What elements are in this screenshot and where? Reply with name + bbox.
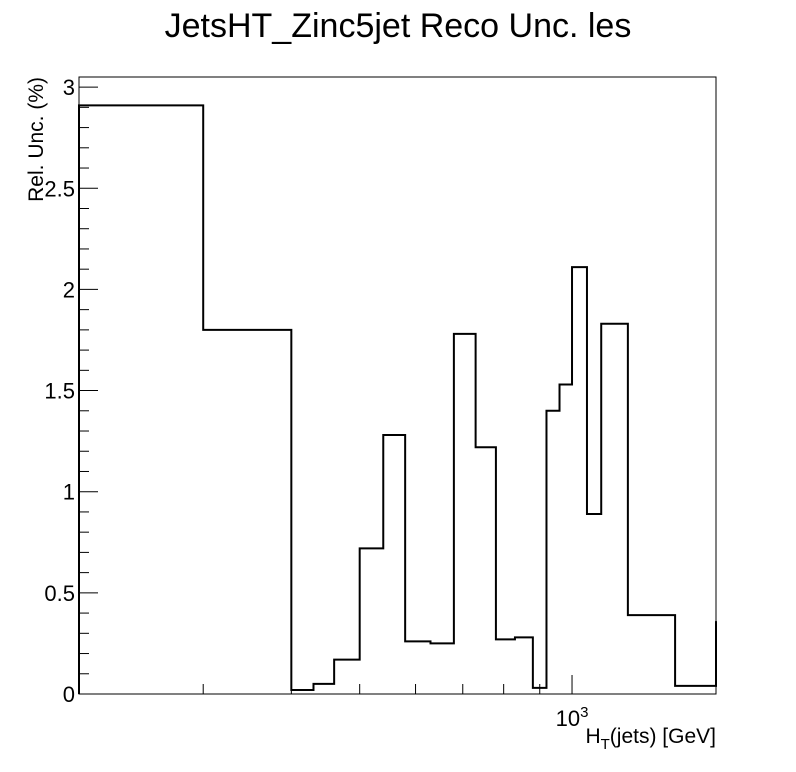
histogram-bin (430, 643, 453, 694)
histogram-bin (496, 639, 515, 694)
histogram-bin (203, 330, 291, 694)
histogram-bin (383, 435, 405, 694)
histogram-bin (572, 267, 587, 694)
x-axis: 103 (202, 675, 589, 731)
histogram-bin (454, 334, 476, 694)
x-axis-title-subscript: T (601, 736, 610, 753)
histogram-bin (560, 384, 573, 694)
histogram-bin (546, 411, 559, 694)
histogram-bin (628, 615, 675, 694)
x-axis-title-rest: (jets) [GeV] (610, 725, 716, 748)
y-axis: 0 0.5 1 1.5 2 2.5 3 (44, 75, 98, 707)
x-axis-title-main: H (585, 725, 600, 748)
y-tick-label: 0 (63, 682, 75, 707)
histogram-bin (79, 105, 203, 694)
histogram-outline (78, 104, 717, 694)
histogram-bin (313, 684, 334, 694)
histogram-series (79, 105, 716, 694)
y-tick-label: 1 (63, 480, 75, 505)
histogram-bin (601, 324, 628, 694)
histogram-bin (405, 641, 430, 694)
y-tick-label: 2 (63, 277, 75, 302)
x-axis-title: HT(jets) [GeV] (585, 725, 716, 753)
histogram-bin (515, 637, 533, 694)
plot-frame (78, 76, 717, 695)
histogram-bin (334, 660, 360, 694)
y-tick-label: 3 (63, 75, 75, 100)
x-tick-label: 103 (556, 704, 589, 731)
histogram-bin (587, 514, 601, 694)
histogram-bin (476, 447, 496, 694)
y-axis-title: Rel. Unc. (%) (25, 77, 48, 202)
histogram-bin (360, 548, 384, 694)
y-tick-label: 1.5 (44, 379, 75, 404)
y-tick-label: 0.5 (44, 581, 75, 606)
chart-title: JetsHT_Zinc5jet Reco Unc. les (165, 7, 632, 45)
histogram-bin (675, 686, 716, 694)
y-tick-label: 2.5 (44, 176, 75, 201)
